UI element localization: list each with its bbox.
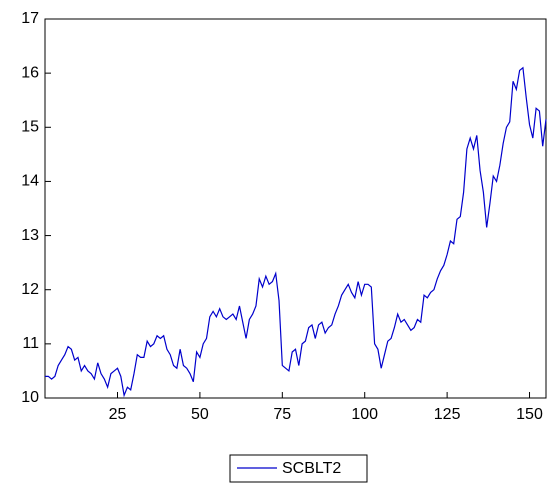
y-tick-label: 11: [22, 335, 39, 352]
y-tick-label: 15: [21, 119, 39, 136]
y-tick-label: 12: [21, 281, 39, 298]
chart: 10 11 12 13 14 15 16 17 25 50 75 100 125 150 SCBLT2: [0, 0, 547, 486]
x-tick-label: 50: [191, 406, 209, 423]
y-tick-label: 14: [21, 173, 39, 190]
x-tick-label: 75: [273, 406, 291, 423]
y-tick-label: 13: [21, 227, 39, 244]
x-tick-label: 125: [434, 406, 461, 423]
x-tick-label: 100: [351, 406, 378, 423]
x-tick-label: 25: [109, 406, 127, 423]
y-tick-label: 17: [21, 10, 39, 27]
line-series: [45, 68, 546, 396]
legend-label: SCBLT2: [282, 460, 341, 477]
y-tick-label: 16: [21, 64, 39, 81]
y-tick-label: 10: [21, 389, 39, 406]
x-tick-label: 150: [516, 406, 543, 423]
plot-frame: [45, 19, 546, 398]
